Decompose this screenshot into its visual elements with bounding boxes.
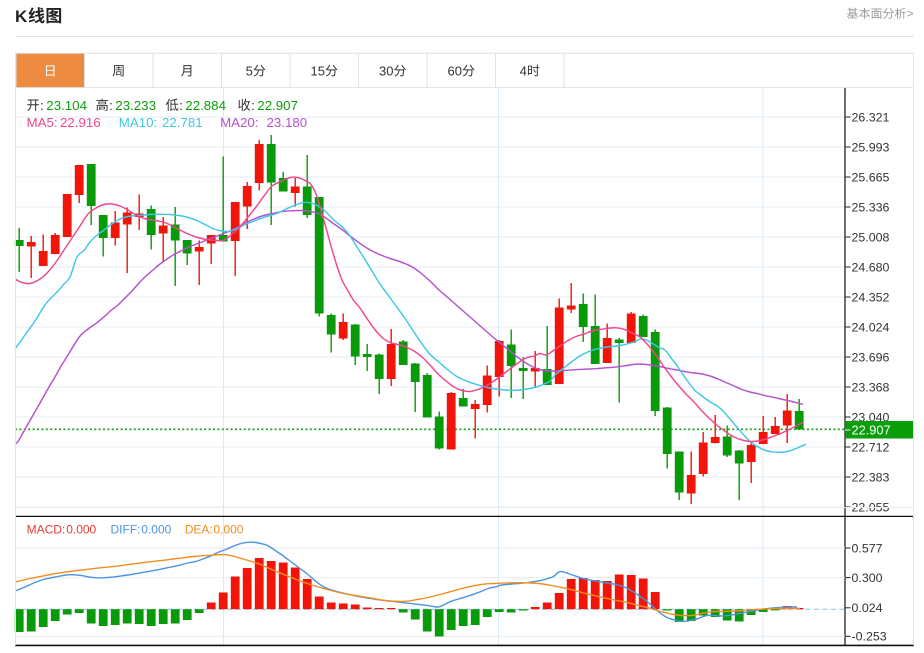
svg-text:22.383: 22.383: [852, 470, 890, 484]
svg-text:23.104: 23.104: [46, 98, 87, 113]
svg-text:22.907: 22.907: [257, 98, 298, 113]
svg-text:-0.253: -0.253: [852, 630, 887, 644]
svg-text:MA20:: MA20:: [220, 115, 258, 130]
svg-text:24.352: 24.352: [852, 290, 890, 304]
svg-text:MACD:: MACD:: [27, 523, 66, 537]
svg-text:24.680: 24.680: [852, 260, 890, 274]
svg-text:30: 30: [379, 63, 393, 78]
svg-text:0.024: 0.024: [852, 601, 883, 615]
svg-text:15: 15: [311, 63, 325, 78]
svg-text:DEA:: DEA:: [185, 523, 213, 537]
svg-text:0.577: 0.577: [852, 541, 883, 555]
svg-text:4: 4: [520, 63, 527, 78]
svg-text:MA10:: MA10:: [119, 115, 157, 130]
svg-text:24.024: 24.024: [852, 320, 890, 334]
svg-text:23.696: 23.696: [852, 350, 890, 364]
svg-text:DIFF:: DIFF:: [111, 523, 141, 537]
svg-text:22.907: 22.907: [852, 423, 891, 438]
svg-text:25.993: 25.993: [852, 140, 890, 154]
svg-text:22.884: 22.884: [185, 98, 226, 113]
svg-text:>: >: [907, 6, 914, 20]
svg-text::: :: [109, 98, 113, 113]
svg-text:0.000: 0.000: [66, 523, 96, 537]
svg-text:22.916: 22.916: [60, 115, 101, 130]
svg-text:25.336: 25.336: [852, 200, 890, 214]
svg-text:0.000: 0.000: [213, 523, 243, 537]
svg-text:22.712: 22.712: [852, 440, 890, 454]
svg-text:23.368: 23.368: [852, 380, 890, 394]
svg-text:0.300: 0.300: [852, 571, 883, 585]
svg-text::: :: [40, 98, 44, 113]
svg-text:22.781: 22.781: [162, 115, 203, 130]
svg-text:25.665: 25.665: [852, 170, 890, 184]
svg-text::: :: [251, 98, 255, 113]
svg-text:MA5:: MA5:: [27, 115, 58, 130]
svg-text:23.180: 23.180: [267, 115, 308, 130]
svg-text:60: 60: [448, 63, 462, 78]
svg-text:26.321: 26.321: [852, 110, 890, 124]
svg-text:25.008: 25.008: [852, 230, 890, 244]
svg-text:K: K: [15, 7, 28, 26]
svg-text:23.233: 23.233: [115, 98, 156, 113]
svg-text:5: 5: [246, 63, 253, 78]
svg-text::: :: [179, 98, 183, 113]
svg-text:23.040: 23.040: [852, 410, 890, 424]
svg-text:0.000: 0.000: [141, 523, 171, 537]
